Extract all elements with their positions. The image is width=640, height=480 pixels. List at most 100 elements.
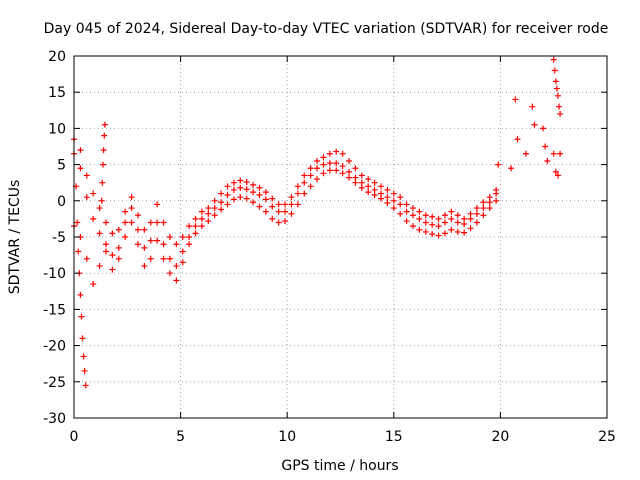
data-point <box>262 196 269 203</box>
data-point <box>531 121 538 128</box>
y-tick-label: 10 <box>48 121 66 137</box>
data-point <box>288 210 295 217</box>
data-point <box>556 103 563 110</box>
data-point <box>75 248 82 255</box>
data-point <box>101 121 108 128</box>
data-point <box>122 234 129 240</box>
data-point <box>96 230 103 237</box>
data-point <box>326 150 333 157</box>
data-point <box>282 201 289 208</box>
data-point <box>429 213 436 220</box>
data-point <box>154 201 161 208</box>
data-point <box>522 150 529 157</box>
data-point <box>78 313 85 320</box>
data-point <box>192 215 199 222</box>
data-point <box>218 199 225 206</box>
data-point <box>186 223 193 230</box>
data-point <box>230 179 237 186</box>
data-point <box>384 194 391 201</box>
data-point <box>461 229 468 236</box>
data-point <box>454 212 461 219</box>
y-tick-label: -10 <box>43 266 66 282</box>
y-tick-label: 0 <box>57 194 66 210</box>
data-point <box>486 199 493 206</box>
plot-frame <box>73 55 608 419</box>
data-point <box>80 353 87 360</box>
data-point <box>352 179 359 186</box>
x-tick-label: 25 <box>598 429 616 445</box>
axis-ticks <box>73 55 608 419</box>
data-point <box>467 210 474 217</box>
data-point <box>250 181 257 188</box>
data-point <box>557 150 564 157</box>
data-point <box>237 184 244 191</box>
series-late-scattered-points <box>495 96 564 179</box>
data-point <box>218 206 225 213</box>
data-point <box>480 212 487 219</box>
data-point <box>416 208 423 215</box>
grid <box>74 56 607 418</box>
data-point <box>237 194 244 201</box>
data-point <box>448 208 455 215</box>
y-tick-label: 15 <box>48 85 66 101</box>
data-point <box>160 241 167 248</box>
data-point <box>179 259 186 266</box>
data-point <box>352 165 359 172</box>
data-point <box>454 219 461 226</box>
data-point <box>429 231 436 238</box>
data-point <box>77 147 84 154</box>
data-point <box>198 215 205 222</box>
data-point <box>508 165 515 172</box>
data-point <box>358 184 365 191</box>
data-point <box>224 183 231 190</box>
data-point <box>326 160 333 167</box>
data-point <box>486 205 493 212</box>
data-point <box>109 266 116 273</box>
data-point <box>147 219 154 226</box>
data-point <box>102 219 109 226</box>
data-point <box>160 255 167 262</box>
data-point <box>346 168 353 175</box>
data-point <box>550 150 557 157</box>
y-tick-label: -5 <box>52 230 66 246</box>
data-point <box>365 189 372 196</box>
data-point <box>540 125 547 132</box>
chart-title: Day 045 of 2024, Sidereal Day-to-day VTE… <box>44 21 609 37</box>
data-point <box>243 186 250 193</box>
data-point <box>134 212 141 219</box>
x-axis-title: GPS time / hours <box>281 458 398 474</box>
data-point <box>147 237 154 244</box>
data-point <box>282 218 289 225</box>
data-point <box>397 201 404 208</box>
data-point <box>250 189 257 196</box>
data-point <box>461 215 468 222</box>
data-point <box>96 205 103 212</box>
data-point <box>288 201 295 208</box>
data-point <box>422 228 429 235</box>
data-point <box>173 277 180 284</box>
data-point <box>301 179 308 186</box>
data-point <box>211 205 218 212</box>
series-spike-near-1-3h <box>98 121 108 204</box>
data-point <box>294 190 301 197</box>
data-point <box>397 194 404 201</box>
data-point <box>435 232 442 239</box>
data-point <box>409 205 416 212</box>
data-point <box>166 270 173 277</box>
data-point <box>160 219 167 226</box>
data-point <box>358 179 365 186</box>
data-point <box>473 219 480 226</box>
data-point <box>99 179 106 186</box>
data-point <box>422 219 429 226</box>
data-point <box>346 174 353 181</box>
data-point <box>128 194 135 201</box>
data-point <box>371 192 378 199</box>
data-point <box>115 255 122 262</box>
series-upper-track <box>71 136 500 248</box>
data-point <box>493 190 500 197</box>
data-point <box>122 219 129 226</box>
data-point <box>480 205 487 212</box>
data-point <box>301 190 308 197</box>
data-point <box>352 174 359 181</box>
